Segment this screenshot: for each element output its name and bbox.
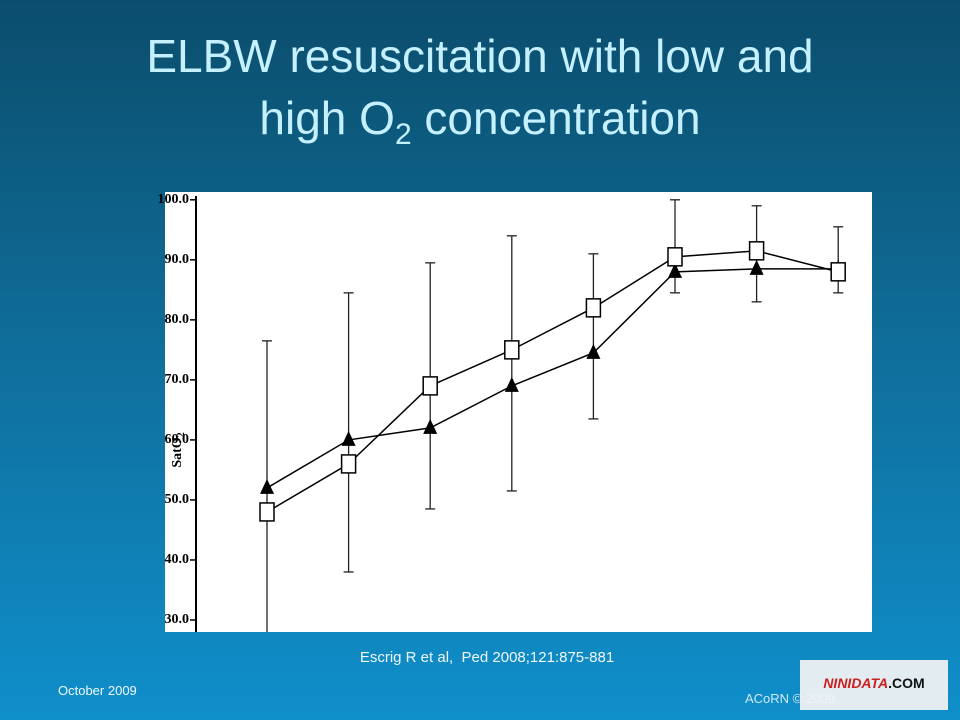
y-tick-label: 70.0 <box>165 372 190 387</box>
y-label-text: SatO <box>170 437 185 467</box>
marker-triangle <box>423 418 438 434</box>
title-text: concentration <box>412 92 701 144</box>
marker-triangle <box>749 259 764 275</box>
y-tick-label: 60.0 <box>165 432 190 447</box>
y-tick-label: 40.0 <box>165 552 190 567</box>
series-line <box>266 250 839 513</box>
title-subscript: 2 <box>395 118 412 151</box>
marker-triangle <box>586 343 601 359</box>
marker-square <box>585 298 602 318</box>
y-axis-label: SatO2 <box>170 432 187 467</box>
y-tick-label: 80.0 <box>165 312 190 327</box>
footer-date: October 2009 <box>58 683 137 698</box>
series-line <box>266 268 839 489</box>
marker-square <box>830 262 846 282</box>
watermark: NINIDATA.COM <box>823 675 924 691</box>
marker-square <box>748 241 765 261</box>
title-line: ELBW resuscitation with low and <box>146 30 813 82</box>
marker-square <box>259 502 275 522</box>
watermark-suffix: .COM <box>888 675 925 691</box>
citation: Escrig R et al, Ped 2008;121:875-881 <box>360 649 614 666</box>
chart-area <box>165 192 872 632</box>
y-tick-label: 100.0 <box>158 192 190 207</box>
plot <box>259 199 846 632</box>
marker-triangle <box>504 376 519 392</box>
watermark-brand: NINIDATA <box>823 675 888 691</box>
marker-square <box>340 454 357 474</box>
marker-square <box>667 247 683 267</box>
marker-square <box>422 376 438 396</box>
y-tick-label: 90.0 <box>165 252 190 267</box>
y-tick-label: 30.0 <box>165 612 190 627</box>
y-tick-label: 50.0 <box>165 492 190 507</box>
marker-triangle <box>668 262 682 278</box>
marker-triangle <box>260 478 274 494</box>
watermark-box <box>800 660 948 710</box>
marker-square <box>504 340 520 360</box>
title-line: high O2 concentration <box>259 92 700 151</box>
marker-triangle <box>341 430 356 446</box>
title-text: high O <box>259 92 395 144</box>
y-label-subscript: 2 <box>176 432 187 437</box>
